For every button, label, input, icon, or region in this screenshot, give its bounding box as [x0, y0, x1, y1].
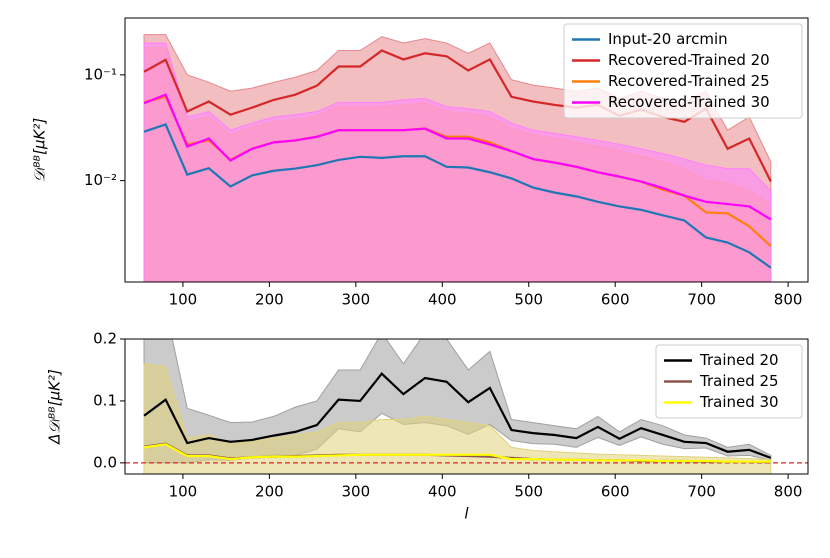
x-tick-label: 800 — [774, 483, 803, 501]
x-tick-label: 400 — [428, 291, 457, 309]
x-tick-label: 300 — [342, 483, 371, 501]
x-axis-label: l — [464, 505, 469, 523]
legend-label: Recovered-Trained 25 — [608, 72, 770, 90]
legend-label: Trained 30 — [699, 393, 779, 411]
x-tick-label: 400 — [428, 483, 457, 501]
legend-box — [563, 23, 803, 119]
x-tick-label: 500 — [514, 483, 543, 501]
x-tick-label: 600 — [601, 291, 630, 309]
x-tick-label: 700 — [687, 483, 716, 501]
series-line — [143, 443, 771, 463]
x-tick-label: 100 — [169, 483, 198, 501]
legend-label: Recovered-Trained 20 — [608, 51, 770, 69]
plot-frame — [124, 338, 809, 475]
y-axis-label: 𝒟ₗᴮᴮ[μK²] — [31, 118, 49, 183]
plot — [125, 339, 808, 474]
x-tick-label: 500 — [514, 291, 543, 309]
series-line — [143, 123, 772, 269]
y-tick-label: 10⁻² — [84, 171, 117, 189]
series-line — [143, 93, 772, 221]
legend-label: Recovered-Trained 30 — [608, 93, 770, 111]
y-axis-label: Δ𝒟ₗᴮᴮ[μK²] — [46, 369, 64, 445]
x-tick-label: 200 — [255, 291, 284, 309]
x-tick-label: 600 — [601, 483, 630, 501]
plot-frame — [124, 17, 809, 283]
error-band — [143, 363, 772, 474]
legend-label: Trained 25 — [699, 372, 779, 390]
x-tick-label: 700 — [687, 291, 716, 309]
y-tick-label: 0.0 — [93, 453, 117, 471]
x-tick-label: 200 — [255, 483, 284, 501]
legend-label: Trained 20 — [699, 351, 779, 369]
legend-box — [655, 344, 803, 419]
series-line — [143, 372, 772, 459]
error-band — [143, 42, 772, 282]
legend-label: Input-20 arcmin — [608, 30, 728, 48]
y-tick-label: 0.2 — [93, 330, 117, 348]
x-tick-label: 100 — [169, 291, 198, 309]
y-tick-label: 0.1 — [93, 391, 117, 409]
x-tick-label: 300 — [342, 291, 371, 309]
x-tick-label: 800 — [774, 291, 803, 309]
y-tick-label: 10⁻¹ — [84, 65, 117, 83]
